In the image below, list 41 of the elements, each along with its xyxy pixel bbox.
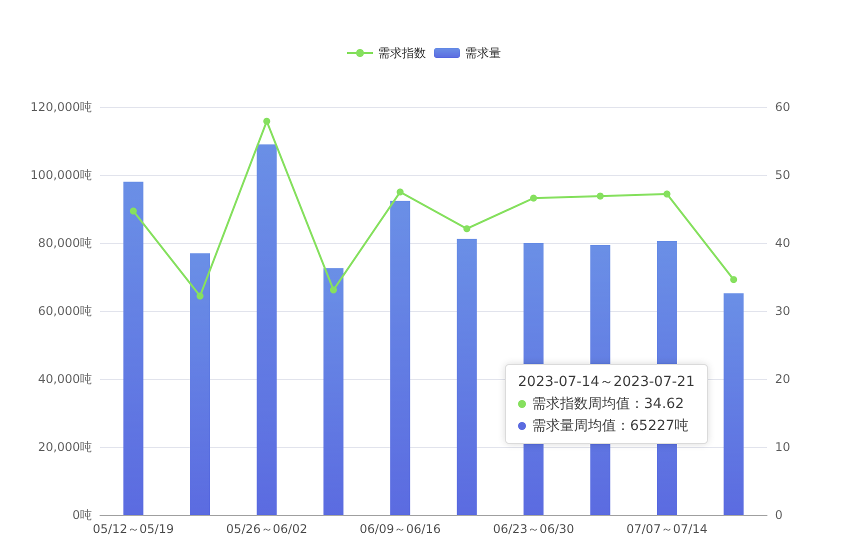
y2-tick-label: 60 (775, 100, 790, 114)
y2-tick-label: 20 (775, 372, 790, 386)
point (463, 225, 470, 232)
point (130, 208, 137, 215)
point (196, 292, 204, 300)
y-tick-label: 80,000吨 (38, 236, 92, 250)
y-tick-label: 120,000吨 (30, 100, 92, 114)
x-tick-label: 06/23～06/30 (492, 522, 574, 536)
x-tick-label: 07/07～07/14 (626, 522, 708, 536)
y-tick-label: 0吨 (72, 508, 92, 522)
y2-tick-label: 10 (775, 440, 790, 454)
y2-tick-label: 0 (775, 508, 783, 522)
x-tick-label: 06/09～06/16 (360, 522, 441, 536)
x-tick-label: 05/12～05/19 (92, 522, 174, 536)
x-tick-label: 05/26～06/02 (226, 522, 308, 536)
bar (456, 238, 477, 515)
point (730, 276, 738, 284)
point (396, 188, 404, 196)
point (663, 190, 670, 198)
bar (123, 182, 144, 515)
y2-tick-label: 50 (775, 168, 790, 182)
legend-label: 需求指数 (378, 46, 426, 60)
y-tick-label: 20,000吨 (38, 440, 92, 454)
bar (390, 200, 410, 515)
bar (256, 144, 277, 515)
y-tick-label: 60,000吨 (38, 304, 92, 318)
legend-label: 需求量 (465, 46, 501, 60)
y2-tick-label: 40 (775, 236, 790, 250)
point (530, 194, 538, 202)
annotation: 需求量周均值：65227吨 (532, 418, 689, 434)
point (263, 118, 270, 125)
bar (724, 293, 744, 515)
y2-tick-label: 30 (775, 304, 790, 318)
bar (323, 268, 344, 515)
annotation: 2023-07-14～2023-07-21 (518, 374, 695, 390)
y-tick-label: 100,000吨 (30, 168, 92, 182)
point (596, 192, 604, 200)
annotation: 需求指数周均值：34.62 (532, 396, 684, 412)
bar (190, 253, 210, 515)
y-tick-label: 40,000吨 (38, 372, 92, 386)
point (330, 286, 337, 294)
